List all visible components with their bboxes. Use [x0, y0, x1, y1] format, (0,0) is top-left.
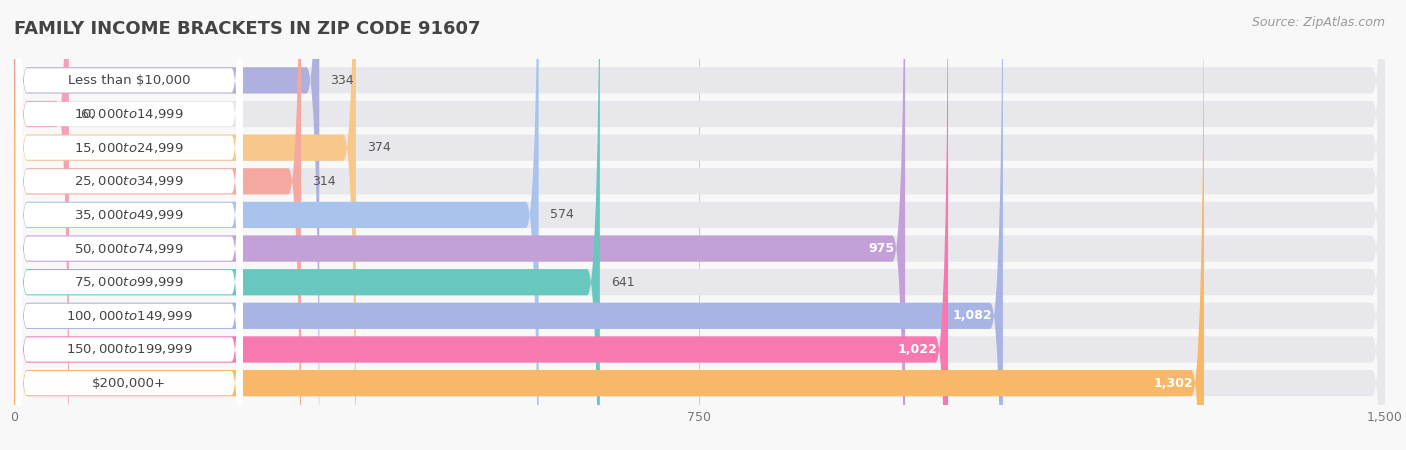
Text: $75,000 to $99,999: $75,000 to $99,999 [75, 275, 184, 289]
FancyBboxPatch shape [15, 0, 243, 450]
FancyBboxPatch shape [14, 0, 538, 450]
Text: 1,302: 1,302 [1153, 377, 1192, 390]
Text: $25,000 to $34,999: $25,000 to $34,999 [75, 174, 184, 188]
Text: $50,000 to $74,999: $50,000 to $74,999 [75, 242, 184, 256]
FancyBboxPatch shape [14, 0, 1385, 450]
FancyBboxPatch shape [14, 0, 1002, 450]
Text: 1,022: 1,022 [897, 343, 938, 356]
FancyBboxPatch shape [14, 0, 319, 450]
FancyBboxPatch shape [14, 0, 1385, 450]
Text: 975: 975 [868, 242, 894, 255]
Text: FAMILY INCOME BRACKETS IN ZIP CODE 91607: FAMILY INCOME BRACKETS IN ZIP CODE 91607 [14, 20, 481, 38]
FancyBboxPatch shape [15, 0, 243, 450]
Text: Source: ZipAtlas.com: Source: ZipAtlas.com [1251, 16, 1385, 29]
FancyBboxPatch shape [14, 0, 1204, 450]
FancyBboxPatch shape [15, 0, 243, 450]
Text: 334: 334 [330, 74, 354, 87]
FancyBboxPatch shape [14, 0, 1385, 450]
FancyBboxPatch shape [15, 0, 243, 450]
FancyBboxPatch shape [14, 0, 1385, 450]
Text: Less than $10,000: Less than $10,000 [67, 74, 190, 87]
Text: 374: 374 [367, 141, 391, 154]
FancyBboxPatch shape [14, 0, 356, 450]
FancyBboxPatch shape [15, 0, 243, 450]
FancyBboxPatch shape [14, 0, 1385, 450]
Text: 314: 314 [312, 175, 336, 188]
Text: 1,082: 1,082 [952, 309, 993, 322]
FancyBboxPatch shape [15, 0, 243, 450]
Text: $10,000 to $14,999: $10,000 to $14,999 [75, 107, 184, 121]
FancyBboxPatch shape [14, 0, 600, 450]
Text: 574: 574 [550, 208, 574, 221]
Text: $150,000 to $199,999: $150,000 to $199,999 [66, 342, 193, 356]
FancyBboxPatch shape [14, 0, 1385, 450]
FancyBboxPatch shape [14, 0, 905, 450]
FancyBboxPatch shape [15, 0, 243, 450]
FancyBboxPatch shape [14, 0, 1385, 450]
FancyBboxPatch shape [14, 0, 1385, 450]
FancyBboxPatch shape [14, 0, 948, 450]
Text: $200,000+: $200,000+ [93, 377, 166, 390]
FancyBboxPatch shape [14, 0, 1385, 450]
Text: $15,000 to $24,999: $15,000 to $24,999 [75, 141, 184, 155]
FancyBboxPatch shape [14, 0, 1385, 450]
FancyBboxPatch shape [15, 0, 243, 450]
Text: $100,000 to $149,999: $100,000 to $149,999 [66, 309, 193, 323]
FancyBboxPatch shape [15, 0, 243, 450]
Text: 641: 641 [610, 276, 634, 289]
FancyBboxPatch shape [14, 0, 69, 450]
Text: $35,000 to $49,999: $35,000 to $49,999 [75, 208, 184, 222]
Text: 60: 60 [80, 108, 96, 121]
FancyBboxPatch shape [15, 0, 243, 450]
FancyBboxPatch shape [14, 0, 301, 450]
